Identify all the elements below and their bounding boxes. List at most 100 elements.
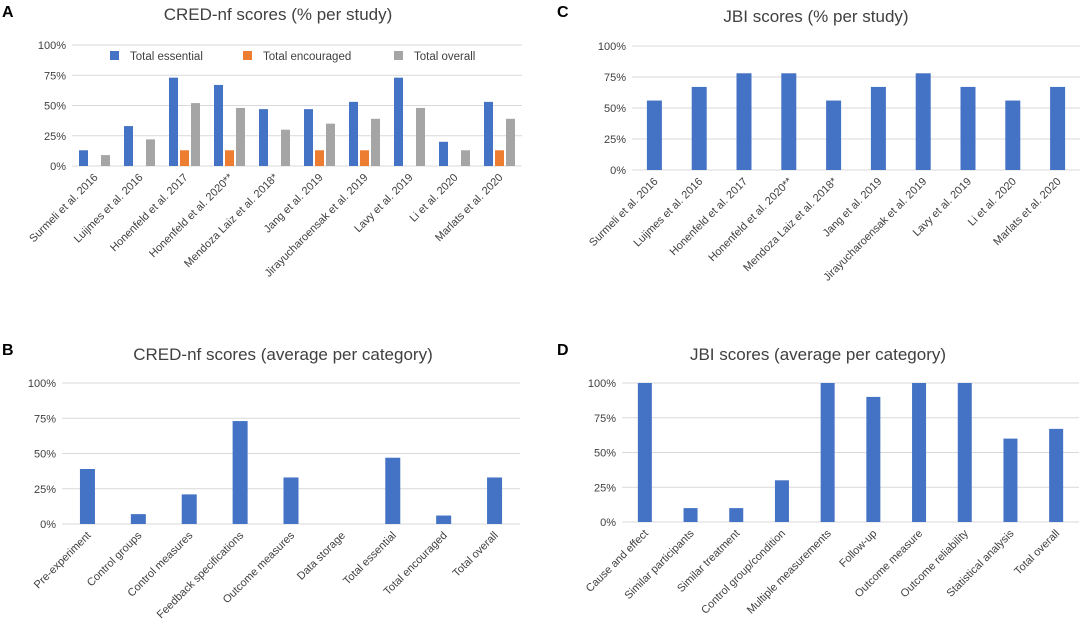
- x-tick-label: Follow-up: [837, 528, 879, 570]
- y-tick-label: 100%: [598, 41, 626, 53]
- y-tick-label: 50%: [44, 101, 66, 113]
- bar: [1050, 86, 1066, 170]
- y-tick-label: 25%: [604, 134, 626, 146]
- bar: [683, 508, 698, 522]
- x-tick-label: Mendoza Laiz et al. 2018*: [182, 171, 281, 270]
- bar: [820, 383, 835, 522]
- x-tick-label: Total overall: [1012, 528, 1062, 578]
- x-tick-label: Pre-experiment: [32, 530, 94, 592]
- panel-letter-a: A: [2, 4, 14, 21]
- bar: [232, 421, 248, 524]
- bar: [146, 139, 155, 166]
- x-tick-label: Total essential: [341, 530, 399, 588]
- bar: [826, 100, 842, 170]
- bar: [79, 469, 95, 524]
- panel-letter-b: B: [2, 342, 14, 359]
- bar: [484, 101, 493, 166]
- x-tick-label: Honenfeld et al. 2020**: [147, 171, 236, 260]
- bar: [866, 396, 881, 522]
- panel-letter-d: D: [557, 342, 569, 359]
- bar: [304, 109, 313, 166]
- y-tick-label: 75%: [44, 70, 66, 82]
- bar: [225, 150, 234, 166]
- legend-swatch: [110, 51, 119, 60]
- y-tick-label: 0%: [50, 161, 66, 173]
- bar: [912, 383, 927, 522]
- chart-title-a: CRED-nf scores (% per study): [164, 5, 393, 24]
- bar: [1005, 100, 1021, 170]
- panel-c: C JBI scores (% per study) 0% 25% 50% 75% 10…: [557, 4, 1080, 284]
- bar: [259, 109, 268, 166]
- y-tick-label: 50%: [604, 103, 626, 115]
- x-tick-label: Mendoza Laiz et al. 2018*: [741, 175, 840, 274]
- y-tick-label: 0%: [610, 165, 626, 177]
- panel-a: A CRED-nf scores (% per study) 0% 25% 50% 7…: [2, 4, 522, 280]
- legend-swatch: [394, 51, 403, 60]
- bar: [79, 150, 88, 166]
- bar: [436, 515, 452, 524]
- y-tick-label: 75%: [604, 72, 626, 84]
- bar: [326, 123, 335, 166]
- y-tick-label: 100%: [588, 378, 616, 390]
- bar: [870, 86, 886, 170]
- y-tick-label: 50%: [34, 449, 56, 461]
- y-tick-label: 100%: [38, 40, 66, 52]
- chart-title-d: JBI scores (average per category): [690, 345, 946, 364]
- x-tick-label: Multiple measurements: [745, 527, 834, 616]
- x-tick-label: Control group/condition: [699, 528, 788, 617]
- bar: [181, 494, 197, 524]
- y-tick-label: 0%: [600, 517, 616, 529]
- bar: [180, 150, 189, 166]
- bar: [729, 508, 744, 522]
- bar: [394, 77, 403, 166]
- bar: [191, 103, 200, 166]
- bar: [637, 383, 652, 522]
- bar: [461, 150, 470, 166]
- bar: [214, 84, 223, 166]
- y-tick-label: 100%: [28, 378, 56, 390]
- bar: [315, 150, 324, 166]
- bar: [360, 150, 369, 166]
- bar: [416, 107, 425, 166]
- y-tick-label: 75%: [34, 413, 56, 425]
- bar: [1049, 428, 1064, 522]
- bar: [385, 457, 401, 524]
- panel-letter-c: C: [557, 4, 569, 21]
- legend-label: Total encouraged: [263, 51, 351, 63]
- bar: [774, 480, 789, 522]
- bar: [495, 150, 504, 166]
- bar: [736, 73, 752, 170]
- y-tick-label: 25%: [44, 131, 66, 143]
- y-tick-label: 25%: [594, 482, 616, 494]
- legend-swatch: [243, 51, 252, 60]
- bar: [349, 101, 358, 166]
- bar: [124, 126, 133, 166]
- bar: [101, 155, 110, 166]
- bar: [236, 107, 245, 166]
- x-tick-label: Total overall: [451, 530, 501, 580]
- bar: [130, 514, 146, 524]
- bar: [281, 129, 290, 166]
- bar: [691, 86, 707, 170]
- x-tick-label: Data storage: [295, 530, 348, 583]
- legend-label: Total overall: [414, 51, 475, 63]
- bar: [960, 86, 976, 170]
- bar: [283, 477, 299, 524]
- x-tick-label: Honenfeld et al. 2017: [108, 172, 190, 254]
- bar: [781, 73, 797, 170]
- bar: [915, 73, 931, 170]
- bar: [1003, 438, 1018, 522]
- bar: [371, 118, 380, 166]
- panel-b: B CRED-nf scores (average per category) …: [2, 342, 520, 621]
- x-tick-label: Honenfeld et al. 2020**: [706, 175, 795, 264]
- x-tick-label: Feedback specifications: [155, 529, 247, 621]
- bar: [439, 141, 448, 166]
- y-tick-label: 50%: [594, 448, 616, 460]
- bar: [646, 100, 662, 170]
- chart-title-b: CRED-nf scores (average per category): [133, 345, 433, 364]
- bar: [506, 118, 515, 166]
- y-tick-label: 0%: [40, 519, 56, 531]
- legend-label: Total essential: [130, 51, 203, 63]
